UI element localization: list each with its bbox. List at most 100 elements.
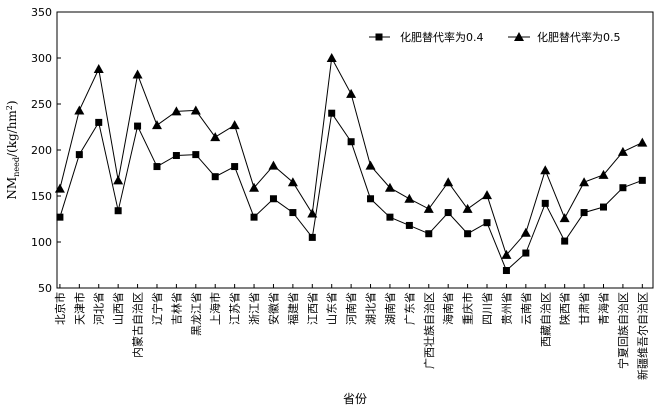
data-point-series-2 [287,177,298,187]
x-tick-label: 新疆维吾尔自治区 [635,292,649,380]
data-point-series-1 [502,267,510,275]
data-point-series-1 [134,122,142,130]
y-tick-label: 200 [31,144,52,157]
data-point-series-2 [520,227,531,237]
data-point-series-1 [289,209,297,217]
data-point-series-1 [75,151,83,159]
data-point-series-1 [522,249,530,257]
legend-marker-series-2 [514,32,524,41]
x-tick-label: 甘肃省 [578,292,591,325]
x-tick-label: 内蒙古自治区 [131,292,145,358]
x-tick-label: 河北省 [93,292,106,325]
data-point-series-2 [404,193,415,203]
data-point-series-2 [559,213,570,223]
series-layer [54,53,648,275]
y-tick-label: 150 [31,190,52,203]
x-tick-label: 四川省 [481,292,494,325]
data-point-series-2 [113,175,124,185]
data-point-series-2 [617,146,628,156]
data-point-series-2 [598,169,609,179]
x-tick-label: 江苏省 [229,292,242,325]
x-tick-label: 江西省 [306,292,319,325]
y-tick-label: 50 [38,282,52,295]
data-point-series-2 [210,132,221,142]
y-axis-title: NMneed/(kg/hm2) [5,100,21,199]
data-point-series-2 [540,165,551,175]
x-tick-label: 湖南省 [384,292,397,325]
y-axis-title-unit: /(kg/hm [5,110,19,157]
x-tick-label: 天津市 [72,292,86,325]
x-tick-label: 北京市 [53,292,67,325]
x-tick-label: 西藏自治区 [538,292,552,347]
x-tick-label: 云南省 [520,292,533,325]
data-point-series-1 [328,109,336,117]
data-point-series-1 [541,199,549,207]
data-point-series-2 [132,69,143,79]
x-axis: 北京市 天津市 河北省 山西省 内蒙古自治区 辽宁省 吉林省 黑龙江省 上海市 江苏省 浙江省 安徽省… [53,284,649,380]
x-axis-title: 省份 [343,392,367,406]
x-tick-label: 广西壮族自治区 [422,292,436,369]
data-point-series-1 [367,195,375,203]
legend-marker-series-1 [375,33,383,41]
x-tick-label: 海南省 [441,292,455,325]
data-point-series-1 [308,233,316,241]
x-tick-label: 上海市 [208,292,222,325]
data-point-series-1 [444,209,452,217]
y-tick-label: 100 [31,236,52,249]
data-point-series-1 [599,203,607,211]
y-axis-title-main: NM [5,177,19,200]
y-axis-title-sub: need [12,157,21,177]
data-point-series-2 [462,203,473,213]
y-tick-label: 250 [31,98,52,111]
data-point-series-1 [114,207,122,215]
data-point-series-1 [425,230,433,238]
data-point-series-2 [229,120,240,130]
legend: 化肥替代率为0.4 化肥替代率为0.5 [369,30,621,44]
data-point-series-1 [347,138,355,146]
data-point-series-2 [326,53,337,62]
plot-frame [56,11,654,289]
y-axis-title-sup: 2 [5,105,14,110]
data-point-series-2 [190,105,201,115]
data-point-series-1 [619,184,627,192]
data-point-series-1 [192,151,200,159]
legend-label-series-2: 化肥替代率为0.5 [537,30,621,44]
x-tick-label: 浙江省 [248,292,261,325]
x-tick-label: 辽宁省 [150,292,164,325]
legend-label-series-1: 化肥替代率为0.4 [400,30,484,44]
data-point-series-2 [346,88,357,98]
x-tick-label: 福建省 [286,292,300,325]
data-point-series-2 [384,182,395,192]
data-point-series-2 [249,182,260,192]
y-axis: 50 100 150 200 250 300 350 [31,6,61,295]
data-point-series-2 [171,106,182,116]
data-point-series-1 [153,163,161,171]
data-point-series-2 [423,203,434,213]
data-point-series-2 [637,137,648,147]
data-point-series-2 [579,177,590,187]
data-point-series-1 [172,152,180,160]
data-point-series-2 [93,64,104,74]
data-point-series-1 [211,173,219,181]
series-line-2 [59,56,643,256]
data-point-series-1 [231,163,239,171]
data-point-series-1 [405,221,413,229]
series-line-1 [59,111,643,272]
x-tick-label: 贵州省 [500,292,513,325]
x-tick-label: 陕西省 [558,292,572,325]
data-point-series-2 [365,160,376,170]
x-tick-label: 青海省 [596,292,610,325]
data-point-series-1 [561,237,569,245]
x-tick-label: 黑龙江省 [190,292,203,336]
x-tick-label: 宁夏回族自治区 [616,292,630,369]
x-tick-label: 重庆市 [461,292,475,325]
data-point-series-1 [56,213,64,221]
data-point-series-2 [54,183,65,193]
x-tick-label: 山东省 [326,292,339,325]
data-point-series-2 [443,177,454,187]
x-tick-label: 安徽省 [266,292,280,325]
x-tick-label: 广东省 [403,292,416,325]
data-point-series-1 [386,213,394,221]
y-tick-label: 300 [31,52,52,65]
